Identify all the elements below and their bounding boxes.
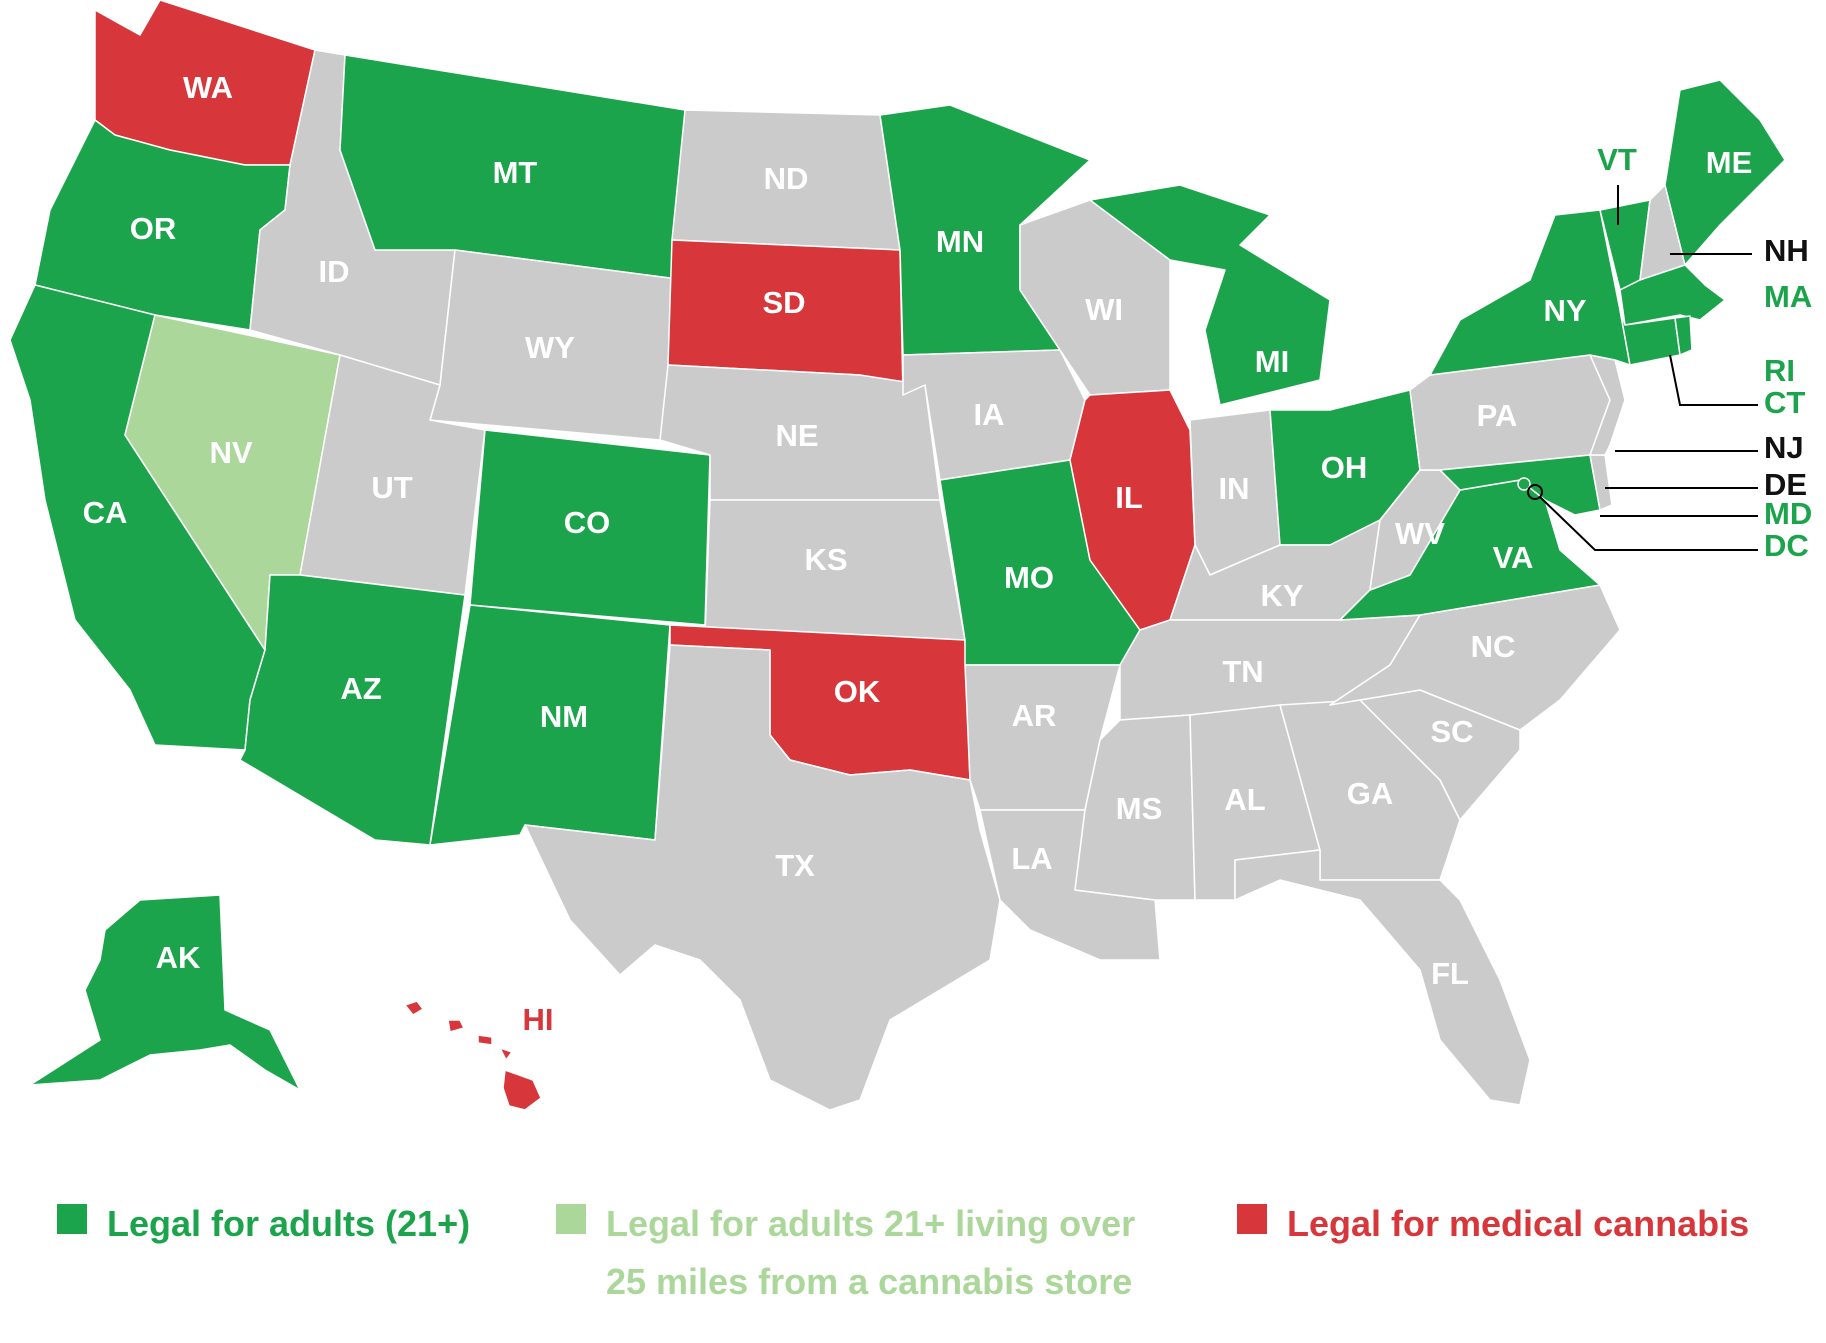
label-NV: NV xyxy=(209,435,252,470)
label-ID: ID xyxy=(319,254,350,289)
label-NH: NH xyxy=(1764,233,1809,268)
legend-label-adult-use-remote-line2: 25 miles from a cannabis store xyxy=(606,1261,1133,1302)
label-LA: LA xyxy=(1011,841,1052,876)
label-AL: AL xyxy=(1224,782,1265,817)
label-ME: ME xyxy=(1706,145,1753,180)
label-TN: TN xyxy=(1222,654,1263,689)
label-MD: MD xyxy=(1764,496,1812,531)
label-RI: RI xyxy=(1764,353,1795,388)
label-NE: NE xyxy=(775,418,818,453)
label-VT: VT xyxy=(1597,142,1637,177)
legend-swatch-adult-use-remote xyxy=(556,1204,586,1234)
label-AK: AK xyxy=(156,940,201,975)
label-NJ: NJ xyxy=(1764,430,1804,465)
label-PA: PA xyxy=(1477,398,1518,433)
state-MS xyxy=(1074,714,1196,901)
label-MO: MO xyxy=(1004,560,1054,595)
state-AK xyxy=(29,894,301,1091)
dc-marker-circle xyxy=(1527,484,1543,500)
us-cannabis-map: WA OR CA NV ID MT WY UT AZ CO NM ND SD N… xyxy=(9,0,1813,1111)
label-DE: DE xyxy=(1764,467,1807,502)
state-NY xyxy=(1429,209,1631,376)
state-WY xyxy=(429,249,686,441)
label-WA: WA xyxy=(183,70,233,105)
label-ND: ND xyxy=(764,161,809,196)
label-MA: MA xyxy=(1764,279,1812,314)
label-NM: NM xyxy=(540,699,588,734)
state-HI xyxy=(404,1000,542,1111)
state-NJ xyxy=(1589,354,1626,456)
state-AZ xyxy=(239,574,466,846)
label-MT: MT xyxy=(493,155,538,190)
state-TX xyxy=(524,644,1001,1111)
state-MA xyxy=(1619,264,1726,326)
state-ME xyxy=(1664,79,1786,266)
legend-swatch-adult-use xyxy=(57,1204,87,1234)
state-FL xyxy=(1234,849,1531,1106)
label-FL: FL xyxy=(1431,956,1469,991)
leader-line-dc xyxy=(1539,496,1758,551)
legend-item-adult-use-remote: Legal for adults 21+ living over 25 mile… xyxy=(556,1195,1135,1311)
label-IA: IA xyxy=(974,397,1005,432)
state-CT xyxy=(1619,309,1681,366)
label-OH: OH xyxy=(1321,450,1368,485)
legend-label-adult-use-remote: Legal for adults 21+ living over 25 mile… xyxy=(606,1195,1135,1311)
state-labels: WA OR CA NV ID MT WY UT AZ CO NM ND SD N… xyxy=(83,70,1813,1037)
label-CT: CT xyxy=(1764,385,1805,420)
label-MS: MS xyxy=(1116,791,1163,826)
legend-label-adult-use: Legal for adults (21+) xyxy=(107,1203,471,1244)
label-DC: DC xyxy=(1764,528,1809,563)
state-RI xyxy=(1674,315,1693,356)
legend: Legal for adults (21+) Legal for adults … xyxy=(0,1195,1826,1315)
legend-swatch-medical xyxy=(1237,1204,1267,1234)
label-OK: OK xyxy=(834,674,881,709)
label-WV: WV xyxy=(1395,516,1445,551)
label-AZ: AZ xyxy=(340,671,381,706)
state-NC xyxy=(1329,584,1621,731)
label-WY: WY xyxy=(525,330,575,365)
label-GA: GA xyxy=(1347,776,1394,811)
label-MN: MN xyxy=(936,224,984,259)
legend-label-adult-use-remote-line1: Legal for adults 21+ living over xyxy=(606,1203,1136,1244)
label-KS: KS xyxy=(804,542,847,577)
leader-line-ct xyxy=(1669,354,1758,406)
legend-item-medical: Legal for medical cannabis xyxy=(1237,1195,1749,1253)
label-CO: CO xyxy=(564,505,611,540)
label-CA: CA xyxy=(83,495,128,530)
label-VA: VA xyxy=(1493,540,1534,575)
leader-lines xyxy=(1527,185,1758,551)
label-TX: TX xyxy=(775,848,815,883)
label-KY: KY xyxy=(1260,578,1303,613)
state-DC xyxy=(1517,477,1531,491)
legend-label-medical: Legal for medical cannabis xyxy=(1287,1203,1750,1244)
state-MI xyxy=(1089,184,1331,406)
label-SD: SD xyxy=(762,285,805,320)
label-UT: UT xyxy=(371,470,412,505)
label-WI: WI xyxy=(1085,292,1123,327)
label-IN: IN xyxy=(1219,471,1250,506)
label-AR: AR xyxy=(1012,698,1057,733)
label-OR: OR xyxy=(130,211,177,246)
label-IL: IL xyxy=(1115,480,1143,515)
label-NY: NY xyxy=(1543,293,1586,328)
label-NC: NC xyxy=(1471,629,1516,664)
legend-item-adult-use: Legal for adults (21+) xyxy=(57,1195,470,1253)
label-MI: MI xyxy=(1255,344,1289,379)
label-SC: SC xyxy=(1430,714,1473,749)
label-HI: HI xyxy=(523,1002,554,1037)
